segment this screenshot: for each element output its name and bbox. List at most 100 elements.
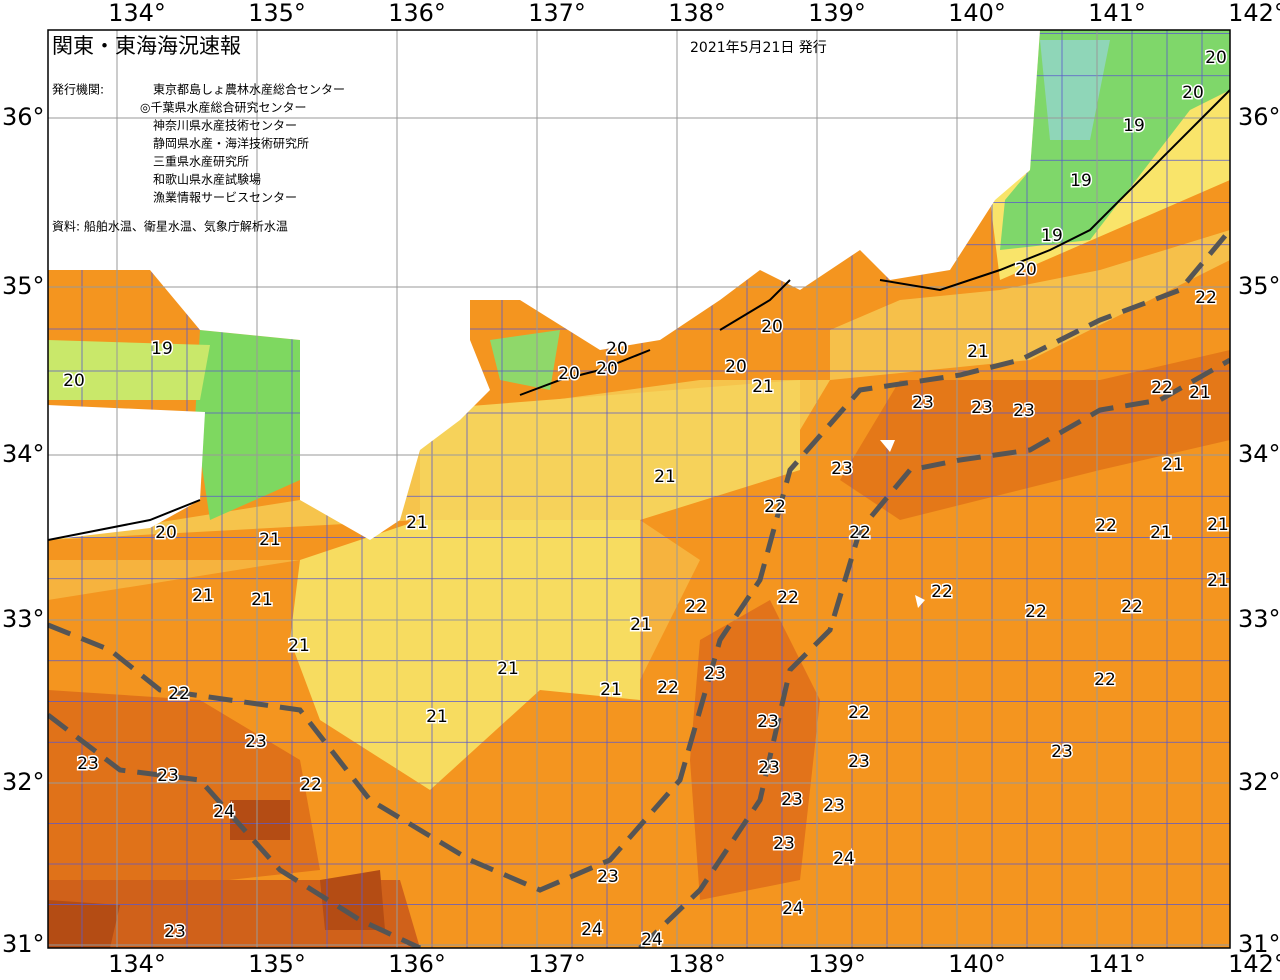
longitude-label: 138° — [668, 950, 726, 978]
latitude-label: 31° — [1238, 930, 1280, 958]
isotherm-label: 24 — [581, 920, 603, 940]
isotherm — [48, 89, 1230, 541]
isotherm-label: 22 — [1025, 602, 1047, 622]
isotherm-label: 24 — [641, 930, 663, 950]
isotherm-label: 23 — [77, 754, 99, 774]
isotherm-label: 21 — [288, 636, 310, 656]
isotherm-label: 19 — [1123, 116, 1145, 136]
latitude-label: 34° — [1238, 440, 1280, 468]
isotherm-label: 23 — [245, 732, 267, 752]
issuer: 静岡県水産・海洋技術研究所 — [153, 136, 309, 151]
isotherm-label: 22 — [849, 523, 871, 543]
longitude-label: 141° — [1088, 0, 1146, 27]
longitude-label: 135° — [248, 0, 306, 27]
isotherm-label: 22 — [657, 678, 679, 698]
issuer: 三重県水産研究所 — [153, 154, 249, 169]
coldest-zone — [1040, 40, 1110, 140]
isotherm-label: 23 — [781, 790, 803, 810]
isotherm-label: 24 — [833, 849, 855, 869]
longitude-label: 134° — [108, 950, 166, 978]
isotherm-label: 23 — [758, 758, 780, 778]
isotherm-label: 23 — [823, 796, 845, 816]
isotherm-label: 22 — [1094, 670, 1116, 690]
longitude-label: 142° — [1228, 950, 1280, 978]
isotherm-label: 22 — [168, 684, 190, 704]
issue-date: 2021年5月21日 発行 — [690, 40, 827, 56]
isotherm-label: 20 — [155, 523, 177, 543]
longitude-label: 140° — [948, 950, 1006, 978]
isotherm-label: 20 — [761, 317, 783, 337]
hot-zone — [840, 350, 1230, 520]
land — [48, 405, 205, 540]
isotherm-label: 23 — [773, 834, 795, 854]
isotherm-label: 21 — [406, 513, 428, 533]
isotherm-label: 23 — [848, 752, 870, 772]
isotherm-label: 20 — [63, 371, 85, 391]
isotherm-label: 21 — [630, 615, 652, 635]
isotherm-label: 22 — [931, 582, 953, 602]
issuer-list: 東京都島しょ農林水産総合センター ◎千葉県水産総合研究センター神奈川県水産技術セン… — [140, 82, 345, 205]
isotherm-label: 23 — [831, 459, 853, 479]
longitude-label: 137° — [528, 0, 586, 27]
longitude-label: 139° — [808, 0, 866, 27]
isotherm-label: 20 — [558, 364, 580, 384]
longitude-label: 134° — [108, 0, 166, 27]
isotherm-label: 21 — [752, 377, 774, 397]
isotherm-label: 22 — [300, 775, 322, 795]
isotherm-label: 23 — [164, 922, 186, 942]
isotherm-label: 20 — [1015, 260, 1037, 280]
isotherm-label: 24 — [782, 899, 804, 919]
latitude-label: 35° — [1238, 272, 1280, 300]
cool-zone — [290, 520, 640, 790]
kuroshio-outer-edge — [48, 357, 1230, 948]
issuer: 神奈川県水産技術センター — [153, 118, 297, 133]
latitude-label: 34° — [2, 440, 45, 468]
isotherm-label: 21 — [497, 659, 519, 679]
isotherm-label: 21 — [259, 530, 281, 550]
kuroshio-inner-edge — [48, 228, 1230, 893]
cool-zone — [420, 380, 800, 520]
map-frame — [47, 29, 1231, 949]
longitude-label: 138° — [668, 0, 726, 27]
latitude-label: 35° — [2, 272, 45, 300]
isotherm-label: 21 — [251, 590, 273, 610]
isotherm-label: 22 — [848, 703, 870, 723]
issuer: ◎千葉県水産総合研究センター — [140, 100, 306, 115]
longitude-label: 136° — [388, 0, 446, 27]
isotherm-label: 20 — [606, 339, 628, 359]
isotherm-label: 20 — [1205, 48, 1227, 68]
latitude-label: 36° — [1238, 103, 1280, 131]
degree-grid — [48, 30, 1230, 948]
isotherm-label: 23 — [971, 398, 993, 418]
latitude-label: 36° — [2, 103, 45, 131]
longitude-label: 141° — [1088, 950, 1146, 978]
isotherm-label: 19 — [1041, 226, 1063, 246]
isotherm-label: 22 — [1121, 597, 1143, 617]
isotherm-label: 22 — [1095, 516, 1117, 536]
longitude-label: 139° — [808, 950, 866, 978]
land — [48, 30, 1040, 540]
cold-zone — [490, 330, 560, 390]
latitude-label: 31° — [2, 930, 45, 958]
isotherm-label: 23 — [157, 766, 179, 786]
longitude-label: 135° — [248, 950, 306, 978]
cold-zone — [48, 340, 210, 400]
issuer: 東京都島しょ農林水産総合センター — [153, 82, 345, 97]
isotherm-label: 22 — [685, 597, 707, 617]
latitude-label: 32° — [1238, 768, 1280, 796]
latitude-label: 33° — [1238, 605, 1280, 633]
isotherm-label: 21 — [1189, 383, 1211, 403]
isotherm-label: 22 — [1195, 288, 1217, 308]
issuer-label: 発行機関: — [52, 82, 104, 97]
isotherm-label: 24 — [213, 802, 235, 822]
issuer: 漁業情報サービスセンター — [153, 191, 297, 205]
isotherm-label: 21 — [192, 586, 214, 606]
cold-zone — [195, 330, 300, 520]
longitude-label: 136° — [388, 950, 446, 978]
latitude-label: 32° — [2, 768, 45, 796]
hot-zone — [690, 600, 820, 900]
isotherm-label: 19 — [1070, 171, 1092, 191]
